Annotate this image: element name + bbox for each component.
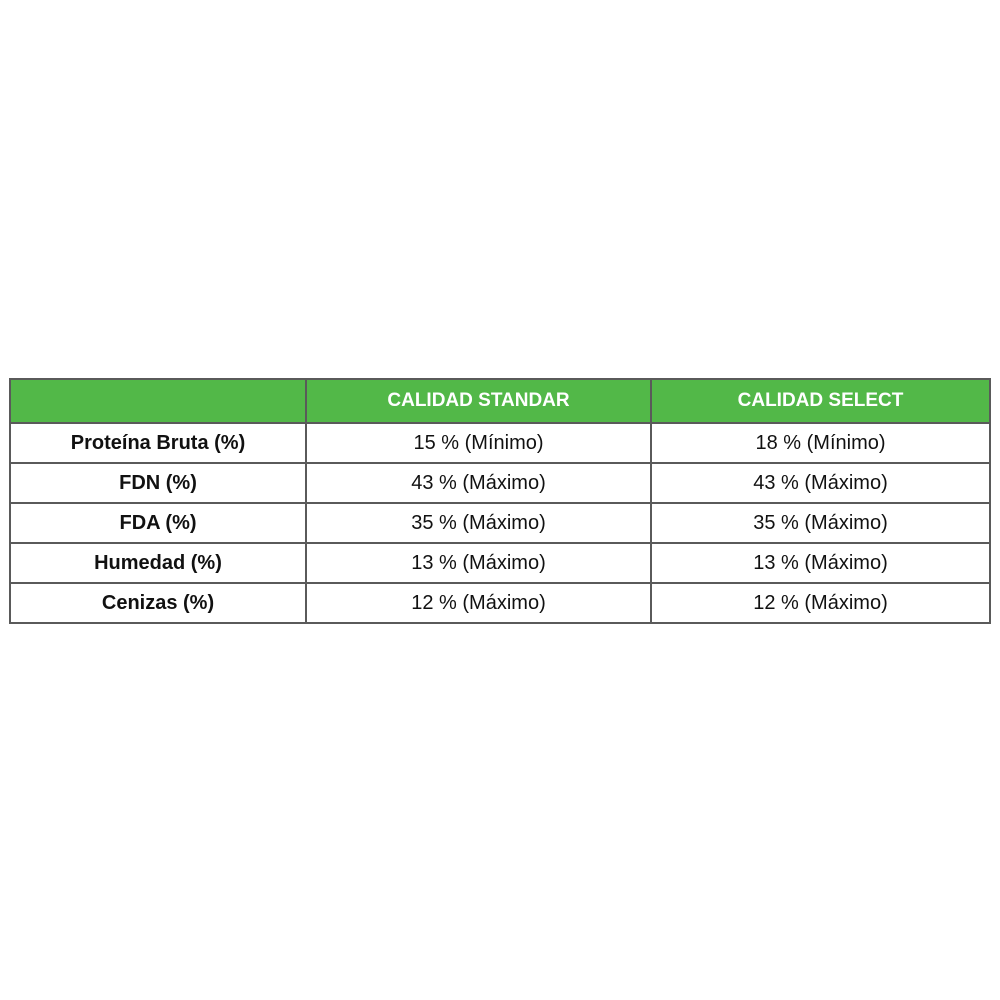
select-value: 13 % (Máximo) xyxy=(650,542,991,584)
row-label: Cenizas (%) xyxy=(9,582,307,624)
standar-value: 15 % (Mínimo) xyxy=(305,422,652,464)
standar-value: 35 % (Máximo) xyxy=(305,502,652,544)
select-value: 43 % (Máximo) xyxy=(650,462,991,504)
standar-value: 43 % (Máximo) xyxy=(305,462,652,504)
header-row: CALIDAD STANDAR CALIDAD SELECT xyxy=(9,378,991,424)
quality-table: CALIDAD STANDAR CALIDAD SELECT Proteína … xyxy=(9,378,991,624)
row-label: Proteína Bruta (%) xyxy=(9,422,307,464)
standar-value: 12 % (Máximo) xyxy=(305,582,652,624)
standar-value: 13 % (Máximo) xyxy=(305,542,652,584)
select-value: 35 % (Máximo) xyxy=(650,502,991,544)
header-empty xyxy=(9,378,307,424)
table-row: Proteína Bruta (%) 15 % (Mínimo) 18 % (Mín… xyxy=(9,422,991,464)
row-label: Humedad (%) xyxy=(9,542,307,584)
select-value: 12 % (Máximo) xyxy=(650,582,991,624)
table-row: Humedad (%) 13 % (Máximo) 13 % (Máximo) xyxy=(9,542,991,584)
row-label: FDN (%) xyxy=(9,462,307,504)
table-row: Cenizas (%) 12 % (Máximo) 12 % (Máximo) xyxy=(9,582,991,624)
select-value: 18 % (Mínimo) xyxy=(650,422,991,464)
table-row: FDA (%) 35 % (Máximo) 35 % (Máximo) xyxy=(9,502,991,544)
header-select: CALIDAD SELECT xyxy=(650,378,991,424)
header-standar: CALIDAD STANDAR xyxy=(305,378,652,424)
table-row: FDN (%) 43 % (Máximo) 43 % (Máximo) xyxy=(9,462,991,504)
row-label: FDA (%) xyxy=(9,502,307,544)
